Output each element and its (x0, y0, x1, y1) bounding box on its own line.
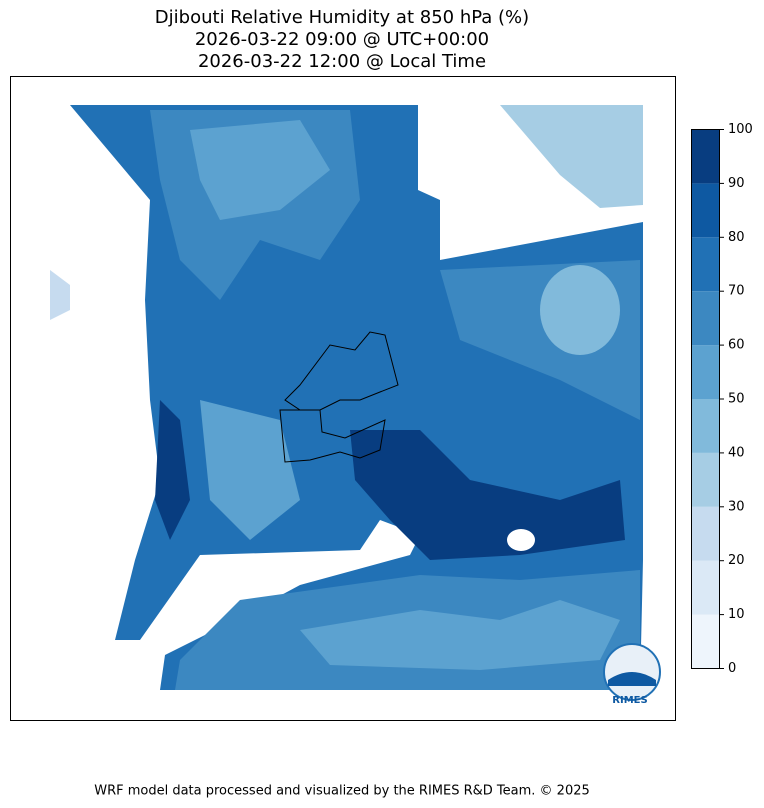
colorbar-band (691, 560, 720, 615)
humidity-field (155, 400, 190, 540)
colorbar-tick-label: 40 (728, 445, 745, 460)
colorbar-tick-label: 50 (728, 392, 745, 407)
colorbar-tick-label: 70 (728, 284, 745, 299)
colorbar-tick-label: 80 (728, 230, 745, 245)
map-frame (10, 76, 676, 721)
humidity-field (50, 270, 70, 320)
colorbar-frame (691, 129, 720, 669)
colorbar-band (691, 237, 720, 292)
humidity-field (200, 400, 300, 540)
colorbar-band (691, 291, 720, 346)
footer: WRF model data processed and visualized … (94, 784, 590, 799)
colorbar-band (691, 183, 720, 238)
colorbar-tick-label: 30 (728, 499, 745, 514)
humidity-field (300, 600, 620, 670)
colorbar-tick-label: 10 (728, 607, 745, 622)
title-line: 2026-03-22 12:00 @ Local Time (198, 51, 486, 72)
colorbar: 0 10 20 30 40 50 60 70 80 90 100 (691, 122, 753, 676)
map: RIMES (50, 105, 661, 706)
colorbar-band (691, 614, 720, 669)
colorbar-band (691, 506, 720, 561)
colorbar-tick-label: 60 (728, 338, 745, 353)
colorbar-tick-label: 100 (728, 122, 753, 137)
colorbar-tick-label: 20 (728, 553, 745, 568)
colorbar-band (691, 345, 720, 399)
humidity-field (190, 120, 330, 220)
logo-text: RIMES (612, 695, 647, 706)
humidity-field (500, 105, 643, 208)
title-line: Djibouti Relative Humidity at 850 hPa (%… (155, 7, 529, 28)
colorbar-tick-label: 0 (728, 661, 736, 676)
colorbar-tick-label: 90 (728, 176, 745, 191)
logo (608, 672, 656, 686)
humidity-field (350, 430, 625, 560)
title-line: 2026-03-22 09:00 @ UTC+00:00 (195, 29, 489, 50)
country-border (279, 331, 399, 463)
colorbar-band (691, 452, 720, 507)
colorbar-band (691, 399, 720, 453)
colorbar-band (691, 129, 720, 184)
humidity-field (540, 265, 620, 355)
mask (507, 529, 535, 551)
